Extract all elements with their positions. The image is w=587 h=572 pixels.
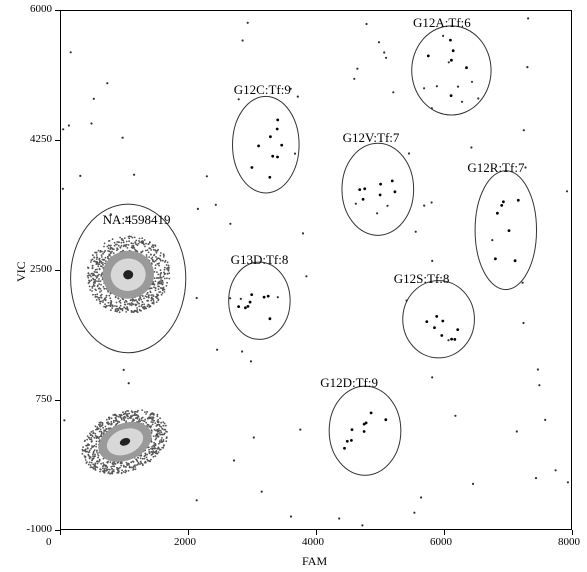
cluster-label-G12C: G12C:Tf:9 — [234, 82, 291, 98]
x-tick — [444, 530, 445, 535]
y-tick-label: 2500 — [30, 263, 52, 275]
y-tick — [55, 10, 60, 11]
x-tick-label: 4000 — [302, 536, 324, 548]
y-tick — [55, 270, 60, 271]
cluster-ellipse-G12V — [342, 143, 414, 235]
cluster-label-G12S: G12S:Tf:8 — [394, 271, 450, 287]
cluster-ellipse-G13D — [229, 262, 290, 339]
cluster-label-NA: NA:4598419 — [103, 212, 171, 228]
y-tick-label: 750 — [36, 393, 53, 405]
y-tick — [55, 530, 60, 531]
cluster-ellipse-G12C — [233, 96, 300, 193]
scatter-layer — [61, 11, 572, 530]
cluster-ellipse-G12S — [403, 281, 475, 358]
x-tick-label: 0 — [46, 536, 52, 548]
x-axis-title: FAM — [302, 554, 327, 569]
cluster-label-G12R: G12R:Tf:7 — [467, 160, 524, 176]
x-tick — [572, 530, 573, 535]
x-tick-label: 8000 — [558, 536, 580, 548]
y-tick-label: -1000 — [26, 523, 52, 535]
x-tick-label: 6000 — [430, 536, 452, 548]
x-tick — [60, 530, 61, 535]
scatter-chart: NA:4598419 G12C:Tf:9 G12A:Tf:6 G12V:Tf:7 G12… — [0, 0, 587, 572]
cluster-ellipse-G12R — [475, 171, 536, 290]
cluster-label-G12A: G12A:Tf:6 — [413, 15, 471, 31]
x-tick — [188, 530, 189, 535]
cluster-label-G12D: G12D:Tf:9 — [320, 375, 378, 391]
y-tick — [55, 400, 60, 401]
y-tick — [55, 140, 60, 141]
cluster-ellipse-G12A — [412, 26, 491, 115]
x-tick — [316, 530, 317, 535]
y-tick-label: 6000 — [30, 3, 52, 15]
y-tick-label: 4250 — [30, 133, 52, 145]
x-tick-label: 2000 — [174, 536, 196, 548]
cluster-label-G12V: G12V:Tf:7 — [343, 130, 400, 146]
cluster-ellipse-G12D — [329, 386, 401, 475]
y-axis-title: VIC — [14, 261, 29, 282]
cluster-label-G13D: G13D:Tf:8 — [231, 252, 289, 268]
plot-area: NA:4598419 G12C:Tf:9 G12A:Tf:6 G12V:Tf:7 G12… — [60, 10, 572, 530]
